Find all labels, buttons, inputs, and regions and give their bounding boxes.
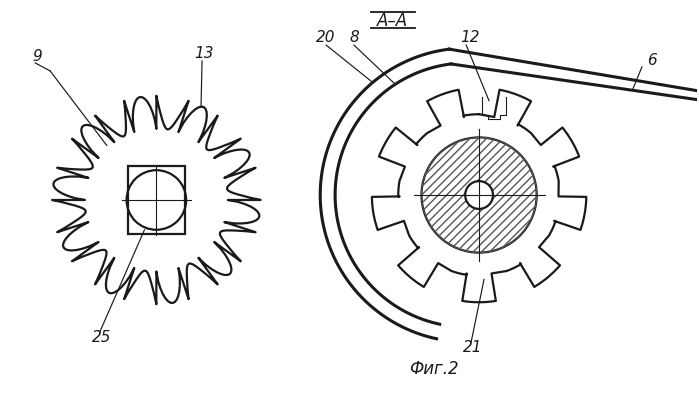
Text: Фиг.2: Фиг.2: [410, 360, 459, 378]
Text: 12: 12: [460, 30, 480, 45]
Text: 25: 25: [92, 330, 111, 345]
Text: А–А: А–А: [377, 12, 408, 30]
Text: 9: 9: [32, 49, 42, 64]
Text: 20: 20: [316, 30, 336, 45]
Text: 21: 21: [463, 340, 483, 355]
Circle shape: [421, 137, 537, 253]
Text: 8: 8: [349, 30, 359, 45]
Text: 6: 6: [647, 53, 656, 68]
Text: 13: 13: [194, 46, 214, 61]
Circle shape: [465, 181, 493, 209]
